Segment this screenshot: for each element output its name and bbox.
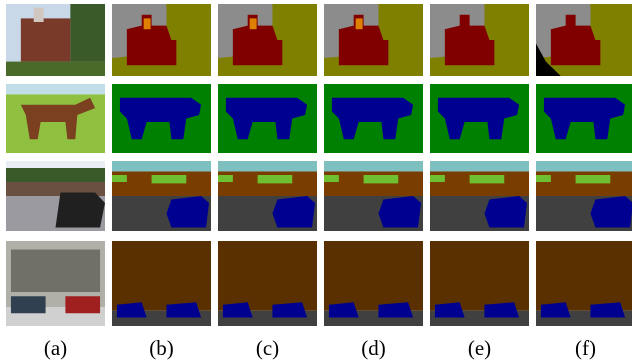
region [166, 196, 209, 228]
region [430, 241, 529, 311]
image-cell [6, 84, 105, 153]
image-cell [430, 4, 529, 76]
image-cell [112, 84, 211, 153]
region [590, 302, 625, 317]
image-cell [430, 84, 529, 153]
region [378, 302, 413, 317]
image-cell [536, 84, 632, 153]
column-label: (c) [256, 336, 279, 360]
region [112, 241, 211, 311]
region [223, 302, 253, 317]
region [430, 175, 445, 182]
region [462, 18, 469, 29]
image-cell [324, 241, 423, 326]
region [250, 18, 257, 29]
image-cell [218, 161, 317, 231]
region [590, 196, 632, 228]
region [112, 175, 127, 182]
image-cell [430, 241, 529, 326]
image-cell [218, 4, 317, 76]
image-cell [536, 4, 632, 76]
image-cell [6, 241, 105, 326]
region [536, 241, 632, 311]
region [272, 302, 307, 317]
column-label: (b) [149, 336, 174, 360]
column-label: (f) [575, 336, 596, 360]
region [329, 302, 359, 317]
region [484, 196, 527, 228]
region [166, 302, 201, 317]
image-cell [430, 161, 529, 231]
column-label: (e) [468, 336, 491, 360]
region [218, 175, 233, 182]
image-cell [218, 84, 317, 153]
image-cell [324, 161, 423, 231]
region [11, 250, 100, 293]
region [258, 175, 293, 183]
image-cell [218, 241, 317, 326]
region [364, 175, 399, 183]
region [117, 302, 147, 317]
region [324, 175, 339, 182]
image-grid [6, 4, 632, 326]
region [70, 4, 105, 62]
region [541, 302, 571, 317]
region [435, 302, 465, 317]
region [218, 241, 317, 311]
column-label: (a) [44, 336, 67, 360]
region [144, 18, 151, 29]
image-cell [6, 161, 105, 231]
region [470, 175, 505, 183]
image-cell [112, 161, 211, 231]
region [356, 18, 363, 29]
image-cell [6, 4, 105, 76]
region [568, 18, 575, 29]
region [378, 196, 421, 228]
region [536, 175, 551, 182]
region [576, 175, 611, 183]
region [6, 168, 105, 182]
column-label: (d) [361, 336, 386, 360]
region [6, 62, 105, 76]
region [21, 18, 71, 61]
image-cell [112, 4, 211, 76]
image-cell [324, 84, 423, 153]
region [34, 8, 44, 22]
region [65, 296, 100, 313]
region [324, 241, 423, 311]
region [11, 296, 46, 313]
figure: (a) (b) (c) (d) (e) (f) [0, 0, 632, 362]
region [484, 302, 519, 317]
image-cell [536, 161, 632, 231]
image-cell [536, 241, 632, 326]
region [272, 196, 315, 228]
region [152, 175, 187, 183]
region [6, 84, 105, 94]
image-cell [324, 4, 423, 76]
region [56, 193, 106, 228]
image-cell [112, 241, 211, 326]
